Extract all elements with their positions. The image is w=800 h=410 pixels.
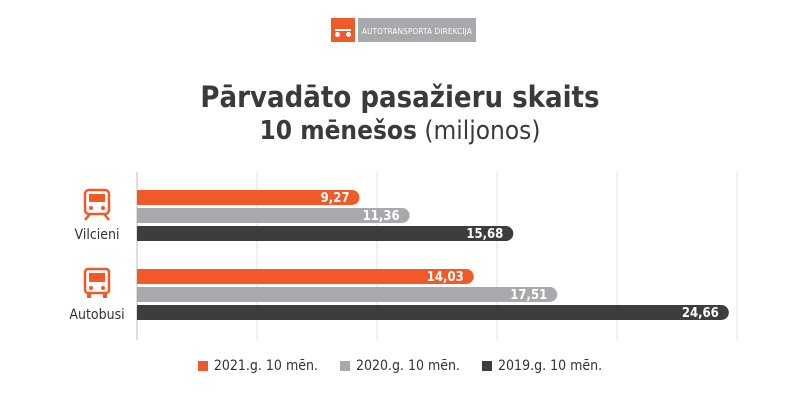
data-label: 17,51 [510,288,547,303]
logo: AUTOTRANSPORTA DIREKCIJA [331,18,476,42]
data-label: 15,68 [466,227,503,242]
bus-icon [83,267,111,298]
legend-label-2020: 2020.g. 10 mēn. [355,358,461,374]
data-label: 14,03 [427,270,464,285]
bar [137,190,360,205]
category-label: Autobusi [69,307,124,323]
subtitle-unit: (miljonos) [416,116,541,146]
train-icon [83,188,111,221]
legend-swatch-2021 [197,361,208,371]
bar [137,226,514,241]
legend: 2021.g. 10 mēn. 2020.g. 10 mēn. 2019.g. … [0,358,800,374]
bus-logo-icon [331,18,355,42]
legend-label-2019: 2019.g. 10 mēn. [498,358,603,374]
legend-item-2019: 2019.g. 10 mēn. [482,358,602,374]
category-label: Vilcieni [75,227,120,243]
logo-text: AUTOTRANSPORTA DIREKCIJA [358,18,476,42]
data-label: 9,27 [321,191,350,206]
data-label: 11,36 [363,209,400,224]
legend-swatch-2020 [339,361,350,371]
subtitle-bold: 10 mēnešos [259,116,417,146]
bar [137,287,558,302]
legend-item-2020: 2020.g. 10 mēn. [339,358,461,374]
chart-subtitle: 10 mēnešos (miljonos) [0,116,800,146]
bar [137,269,474,284]
legend-label-2021: 2021.g. 10 mēn. [213,358,318,374]
data-label: 24,66 [682,306,719,321]
chart-title: Pārvadāto pasažieru skaits [200,80,600,114]
legend-item-2021: 2021.g. 10 mēn. [197,358,318,374]
legend-swatch-2019 [482,361,493,371]
bar [137,305,729,320]
bar [137,208,410,223]
